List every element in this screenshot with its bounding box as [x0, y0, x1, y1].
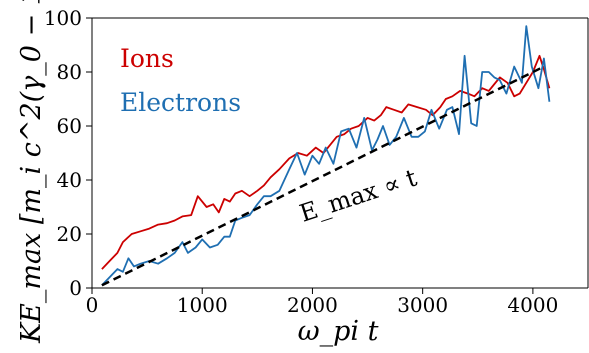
y-axis-label: KE_max [m_i c^2(γ_0 − 1)]: [16, 0, 47, 344]
axes-layer: [91, 17, 589, 289]
series-layer: [101, 25, 551, 287]
x-tick-label: 1000: [177, 293, 228, 317]
legend-entry-ions: Ions: [120, 44, 174, 73]
x-axis-label: ω_pi t: [298, 316, 379, 347]
y-tick-label: 20: [57, 222, 82, 246]
series-line-electrons: [101, 25, 551, 286]
x-tick-label: 4000: [507, 293, 558, 317]
x-tick-label: 2000: [287, 293, 338, 317]
y-tick-label: 0: [69, 276, 82, 300]
y-tick-label: 40: [57, 168, 82, 192]
y-tick-label: 60: [57, 114, 82, 138]
x-tick-label: 0: [86, 293, 99, 317]
ticks-layer: 0 1000 2000 3000 4000 0 20 40 60 80 100: [44, 6, 559, 317]
series-line-ions: [101, 54, 551, 270]
y-tick-label: 80: [57, 60, 82, 84]
annotation-emax-proportional-t: E_max ∝ t: [296, 163, 420, 227]
y-tick-label: 100: [44, 6, 82, 30]
series-line-fit: [101, 65, 545, 287]
x-tick-label: 3000: [397, 293, 448, 317]
legend-entry-electrons: Electrons: [120, 88, 241, 117]
